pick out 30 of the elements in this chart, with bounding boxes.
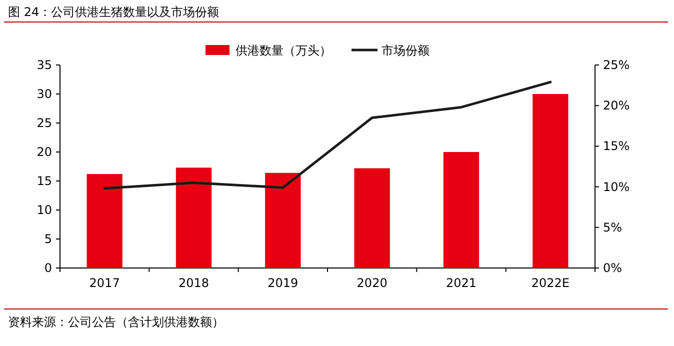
bar — [176, 168, 212, 268]
text: 资料来源：公司公告（含计划供港数额） — [8, 315, 224, 329]
y-tick-label: 20 — [36, 145, 52, 159]
bar — [532, 94, 568, 268]
legend-label: 市场份额 — [382, 44, 430, 58]
y2-tick-label: 20% — [603, 98, 630, 113]
x-tick-label: 2022E — [531, 276, 570, 290]
x-tick-label: 2021 — [446, 276, 477, 290]
bar — [443, 152, 480, 268]
y-tick-label: 0 — [44, 261, 52, 275]
x-tick-label: 2019 — [268, 276, 298, 290]
y-tick-label: 35 — [36, 58, 52, 72]
y-tick-label: 15 — [36, 174, 52, 188]
y-tick-label: 5 — [44, 232, 52, 246]
x-tick-label: 2020 — [356, 276, 388, 290]
y2-tick-label: 10% — [603, 180, 630, 194]
y-tick-label: 25 — [36, 116, 52, 130]
bar — [265, 172, 301, 268]
y2-tick-label: 15% — [603, 139, 630, 154]
y2-tick-label: 0% — [603, 261, 622, 275]
x-tick-label: 2017 — [89, 276, 120, 290]
y-tick-label: 10 — [36, 203, 52, 217]
chart-title: 图 24：公司供港生猪数量以及市场份额 — [8, 5, 220, 19]
legend-label: 供港数量（万头） — [236, 44, 332, 58]
bar — [86, 174, 122, 268]
y-tick-label: 30 — [36, 87, 52, 101]
y2-tick-label: 25% — [603, 58, 630, 72]
bar — [354, 168, 390, 268]
y2-tick-label: 5% — [603, 220, 622, 234]
x-tick-label: 2018 — [178, 276, 210, 290]
